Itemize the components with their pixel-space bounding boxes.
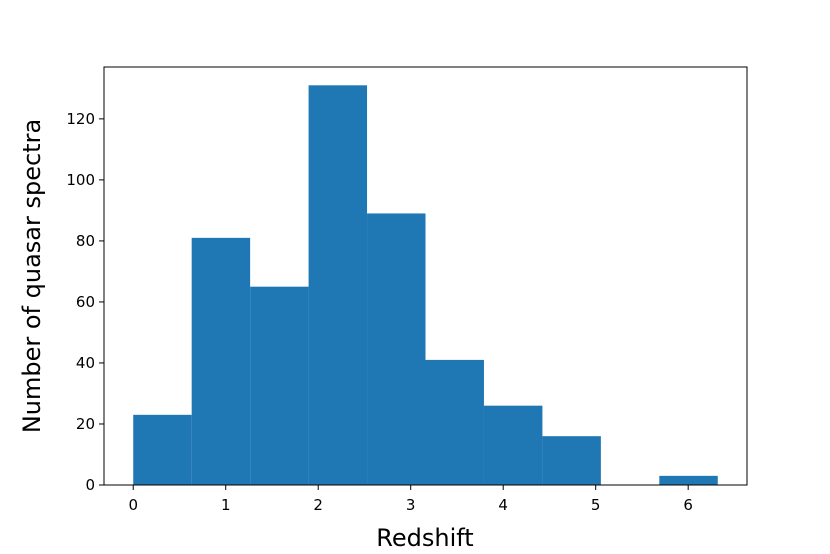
- x-tick-label: 2: [313, 496, 323, 514]
- bar: [425, 359, 484, 485]
- plot-frame: [103, 66, 748, 486]
- x-tick-label: 3: [406, 496, 416, 514]
- bar: [250, 286, 309, 485]
- bar: [191, 237, 251, 485]
- y-tick-label: 80: [76, 232, 95, 250]
- y-tick-label: 120: [66, 110, 95, 128]
- bar: [483, 405, 543, 485]
- y-tick-label: 0: [85, 476, 95, 494]
- bar: [542, 436, 601, 485]
- bar: [308, 85, 368, 485]
- y-axis-label: Number of quasar spectra: [18, 119, 46, 433]
- x-tick-label: 0: [128, 496, 138, 514]
- bar: [367, 213, 426, 485]
- y-tick-label: 60: [76, 293, 95, 311]
- bar: [659, 475, 718, 485]
- y-tick-label: 100: [66, 171, 95, 189]
- x-tick-label: 5: [591, 496, 601, 514]
- bar: [133, 414, 192, 485]
- x-axis-label: Redshift: [376, 524, 473, 552]
- y-tick-label: 20: [76, 415, 95, 433]
- x-tick-label: 6: [683, 496, 693, 514]
- x-tick-label: 4: [498, 496, 508, 514]
- x-tick-label: 1: [221, 496, 231, 514]
- y-tick-label: 40: [76, 354, 95, 372]
